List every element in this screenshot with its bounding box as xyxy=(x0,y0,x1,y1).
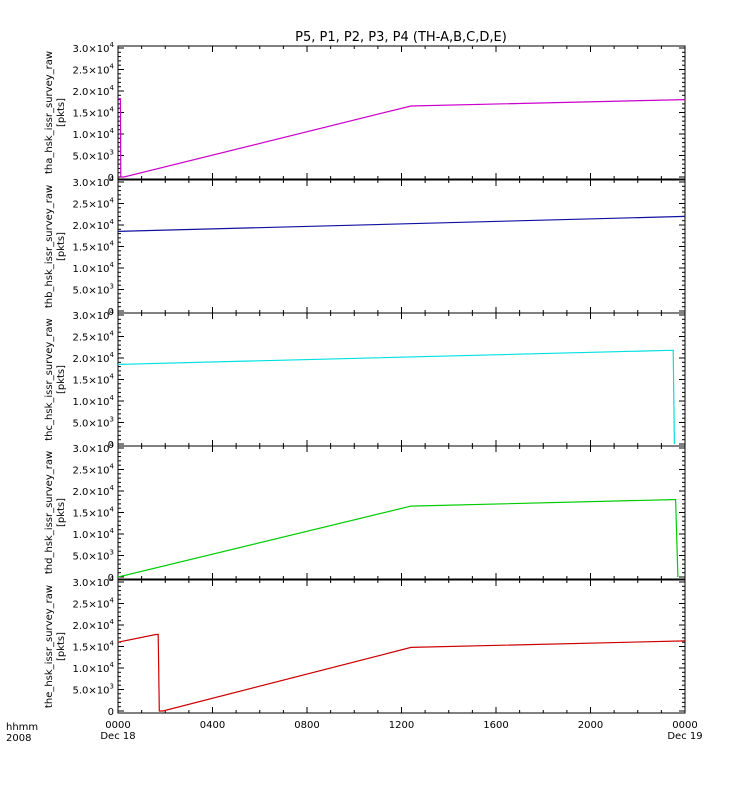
panel-frame xyxy=(117,179,686,314)
x-corner-label-2: 2008 xyxy=(6,733,31,744)
x-tick-label: 0400 xyxy=(200,720,225,731)
y-tick-label: 1.5×104 xyxy=(73,373,115,387)
panel-5: 0 5.0×103 1.0×104 1.5×104 2.0×104 2.5×104 3.0×… xyxy=(44,575,686,718)
x-date-label: Dec 18 xyxy=(100,731,135,742)
y-tick-label: 1.5×104 xyxy=(73,106,115,120)
y-tick-label: 5.0×103 xyxy=(73,149,114,163)
y-tick-label: 1.0×104 xyxy=(73,261,115,275)
y-tick-label: 2.5×104 xyxy=(73,597,115,611)
panel-unit: [pkts] xyxy=(56,632,67,661)
panel-unit: [pkts] xyxy=(56,232,67,261)
y-tick-label: 3.0×104 xyxy=(73,575,115,589)
x-date-label: Dec 19 xyxy=(667,731,702,742)
x-tick-label: 0000 xyxy=(672,720,697,731)
y-tick-label: 0 xyxy=(108,440,114,451)
series-line-2 xyxy=(117,215,686,232)
panel-ylabel: thb_hsk_issr_survey_raw xyxy=(44,185,55,308)
x-tick-label: 2000 xyxy=(578,720,603,731)
y-tick-label: 2.0×104 xyxy=(73,351,115,365)
panel-unit: [pkts] xyxy=(56,365,67,394)
y-tick-label: 3.0×104 xyxy=(73,308,115,322)
y-tick-label: 0 xyxy=(108,573,114,584)
panel-3: 0 5.0×103 1.0×104 1.5×104 2.0×104 2.5×104 3.0×… xyxy=(44,308,686,451)
x-corner-label-1: hhmm xyxy=(6,722,38,733)
series-line-3 xyxy=(117,349,675,445)
y-tick-label: 3.0×104 xyxy=(73,175,115,189)
panel-frame xyxy=(117,579,686,714)
y-tick-label: 1.0×104 xyxy=(73,127,115,141)
y-tick-label: 1.5×104 xyxy=(73,240,115,254)
y-tick-label: 2.5×104 xyxy=(73,463,115,477)
panel-1: 0 5.0×103 1.0×104 1.5×104 2.0×104 2.5×104 3.0×… xyxy=(44,41,686,184)
y-tick-label: 2.5×104 xyxy=(73,63,115,77)
y-tick-label: 5.0×103 xyxy=(73,283,114,297)
y-tick-label: 3.0×104 xyxy=(73,441,115,455)
panel-ylabel: thc_hsk_issr_survey_raw xyxy=(44,318,55,440)
y-tick-label: 3.0×104 xyxy=(73,41,115,55)
x-tick-label: 1600 xyxy=(483,720,508,731)
y-tick-label: 5.0×103 xyxy=(73,416,114,430)
panel-unit: [pkts] xyxy=(56,98,67,127)
y-tick-label: 1.0×104 xyxy=(73,394,115,408)
series-line-4 xyxy=(117,499,679,578)
y-tick-label: 1.5×104 xyxy=(73,506,115,520)
y-tick-label: 1.0×104 xyxy=(73,527,115,541)
panel-2: 0 5.0×103 1.0×104 1.5×104 2.0×104 2.5×104 3.0×… xyxy=(44,175,686,318)
panel-ylabel: the_hsk_issr_survey_raw xyxy=(44,585,55,708)
y-tick-label: 1.5×104 xyxy=(73,640,115,654)
y-tick-label: 1.0×104 xyxy=(73,661,115,675)
series-line-1 xyxy=(118,98,686,178)
y-tick-label: 2.0×104 xyxy=(73,618,115,632)
y-tick-label: 0 xyxy=(108,173,114,184)
y-tick-label: 0 xyxy=(108,707,114,718)
y-tick-label: 2.0×104 xyxy=(73,218,115,232)
y-tick-label: 0 xyxy=(108,307,114,318)
x-tick-label: 0000 xyxy=(105,720,130,731)
y-tick-label: 2.0×104 xyxy=(73,84,115,98)
panel-frame xyxy=(117,45,686,180)
y-tick-label: 5.0×103 xyxy=(73,549,114,563)
y-tick-label: 2.5×104 xyxy=(73,197,115,211)
x-tick-label: 1200 xyxy=(389,720,414,731)
series-line-5 xyxy=(117,633,686,712)
panel-ylabel: tha_hsk_issr_survey_raw xyxy=(44,51,55,174)
panel-frame xyxy=(117,445,686,580)
y-tick-label: 5.0×103 xyxy=(73,683,114,697)
chart-title: P5, P1, P2, P3, P4 (TH-A,B,C,D,E) xyxy=(295,30,507,45)
y-tick-label: 2.0×104 xyxy=(73,484,115,498)
panels-layer: 0 5.0×103 1.0×104 1.5×104 2.0×104 2.5×104 3.0×… xyxy=(44,41,686,718)
panel-4: 0 5.0×103 1.0×104 1.5×104 2.0×104 2.5×104 3.0×… xyxy=(44,441,686,584)
x-tick-label: 0800 xyxy=(294,720,319,731)
y-tick-label: 2.5×104 xyxy=(73,330,115,344)
panel-unit: [pkts] xyxy=(56,498,67,527)
panel-frame xyxy=(117,312,686,447)
panel-ylabel: thd_hsk_issr_survey_raw xyxy=(44,451,55,574)
